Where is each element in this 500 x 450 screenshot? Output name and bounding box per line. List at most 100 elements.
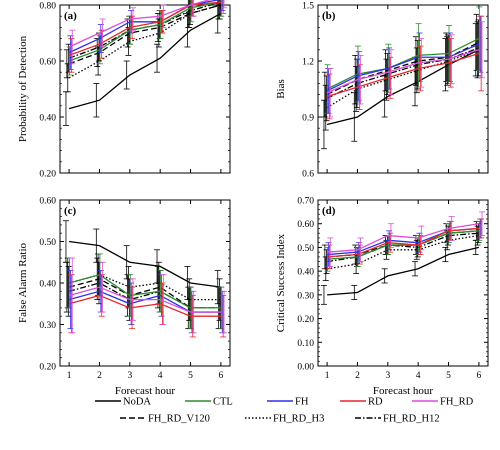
panel-c: 0.20 0.30 0.40 0.50 0.60 1 2 3 4 5 6 Forecast hour F… (17, 197, 231, 397)
legend-label: FH_RD_V120 (148, 414, 210, 425)
x-tick-label: 3 (385, 371, 390, 381)
series-fh-rd (68, 257, 228, 334)
y-tick-label: 1.2 (302, 58, 314, 68)
series-line (68, 294, 221, 317)
series-fh-rd-v120 (321, 13, 480, 118)
legend-label: CTL (213, 397, 233, 408)
y-tick-label: 0.6 (302, 170, 314, 180)
legend-item-ctl: CTL (185, 397, 233, 408)
x-tick-label: 4 (158, 371, 163, 381)
series-line (327, 227, 479, 258)
y-tick-label: 0.60 (39, 197, 56, 207)
x-tick-label: 4 (416, 371, 421, 381)
series-noda (62, 0, 222, 126)
legend-label: NoDA (123, 397, 151, 408)
series-line (68, 1, 222, 62)
legend-item-fh-rd-v120: FH_RD_V120 (120, 414, 210, 425)
legend-item-fh: FH (267, 397, 309, 408)
y-tick-label: 0.40 (39, 114, 56, 124)
y-tick-label: 0.00 (297, 363, 314, 373)
legend: NoDA CTL FH RD FH_RD FH_RD_V120 FH_RD_H3 FH_RD_… (95, 397, 474, 425)
y-tick-label: 0.70 (297, 197, 314, 207)
panel-label: (b) (322, 10, 336, 22)
panel-a: 0.20 0.40 0.60 0.80 Probability of Detection… (17, 0, 231, 180)
series-line (327, 234, 479, 270)
series-fh-rd (68, 0, 228, 65)
y-tick-label: 0.60 (39, 58, 56, 68)
x-tick-label: 1 (67, 371, 72, 381)
x-tick-label: 5 (188, 371, 193, 381)
x-tick-label: 2 (97, 371, 102, 381)
y-tick-label: 0.20 (39, 363, 56, 373)
x-tick-label: 2 (355, 371, 360, 381)
series-fh-rd (326, 21, 486, 118)
series-line (327, 246, 480, 296)
series-line (326, 49, 480, 109)
y-axis-label: Probability of Detection (17, 35, 29, 142)
legend-label: FH_RD_H3 (273, 414, 324, 425)
panel-label: (c) (64, 205, 77, 217)
legend-label: RD (368, 397, 383, 408)
series-noda (62, 220, 221, 305)
legend-item-fh-rd: FH_RD (412, 397, 474, 408)
series-line (69, 240, 221, 288)
series-line (68, 1, 221, 57)
series-line (327, 223, 479, 253)
series-ctl (66, 253, 225, 330)
y-tick-label: 0.30 (297, 291, 314, 301)
legend-item-rd: RD (340, 397, 383, 408)
series-line (68, 290, 221, 313)
legend-label: FH (295, 397, 309, 408)
panel-b: 0.6 0.9 1.2 1.5 Bias (b) (275, 2, 489, 180)
plot-frame (317, 199, 489, 367)
panel-label: (d) (322, 205, 336, 217)
series-fh-rd (327, 211, 486, 267)
series-rd (326, 218, 485, 270)
x-tick-label: 6 (477, 371, 482, 381)
series-line (326, 47, 480, 99)
series-fh-rd-h3 (64, 0, 223, 93)
y-tick-label: 0.50 (297, 244, 314, 254)
series-line (68, 0, 212, 48)
series-fh (67, 270, 226, 334)
series-rd (326, 15, 485, 120)
series-rd (68, 0, 227, 73)
series-noda (320, 239, 480, 305)
series-line (326, 49, 480, 94)
series-fh-rd-h3 (322, 21, 481, 131)
x-tick-label: 3 (127, 371, 132, 381)
series-line (68, 273, 221, 309)
x-axis-label: Forecast hour (115, 385, 176, 397)
series-line (327, 230, 479, 260)
plot-frame (59, 199, 231, 367)
x-tick-label: 6 (219, 371, 224, 381)
y-tick-label: 0.20 (297, 315, 314, 325)
series-line (68, 4, 222, 65)
series-fh-rd-h12 (323, 19, 482, 122)
legend-label: FH_RD_H12 (383, 414, 440, 425)
y-tick-label: 0.40 (39, 280, 56, 290)
series-line (68, 282, 221, 309)
series-line (326, 43, 480, 92)
series-line (68, 286, 221, 313)
series-line (68, 4, 222, 79)
series-line (68, 12, 222, 110)
y-tick-label: 0.60 (297, 220, 314, 230)
series-ctl (324, 220, 483, 272)
y-tick-label: 0.9 (302, 114, 314, 124)
y-tick-label: 0.30 (39, 321, 56, 331)
series-line (326, 49, 480, 126)
y-tick-label: 0.10 (297, 339, 314, 349)
plot-frame (59, 4, 231, 174)
y-tick-label: 1.5 (302, 2, 314, 12)
x-axis-label: Forecast hour (373, 385, 434, 397)
plot-frame (317, 4, 489, 174)
y-tick-label: 0.80 (39, 2, 56, 12)
x-tick-label: 5 (446, 371, 451, 381)
series-noda (320, 23, 480, 150)
series-fh-rd-h12 (65, 261, 224, 330)
y-tick-label: 0.40 (297, 268, 314, 278)
legend-item-fh-rd-h12: FH_RD_H12 (355, 414, 440, 425)
y-axis-label: Critical Success Index (275, 233, 287, 332)
